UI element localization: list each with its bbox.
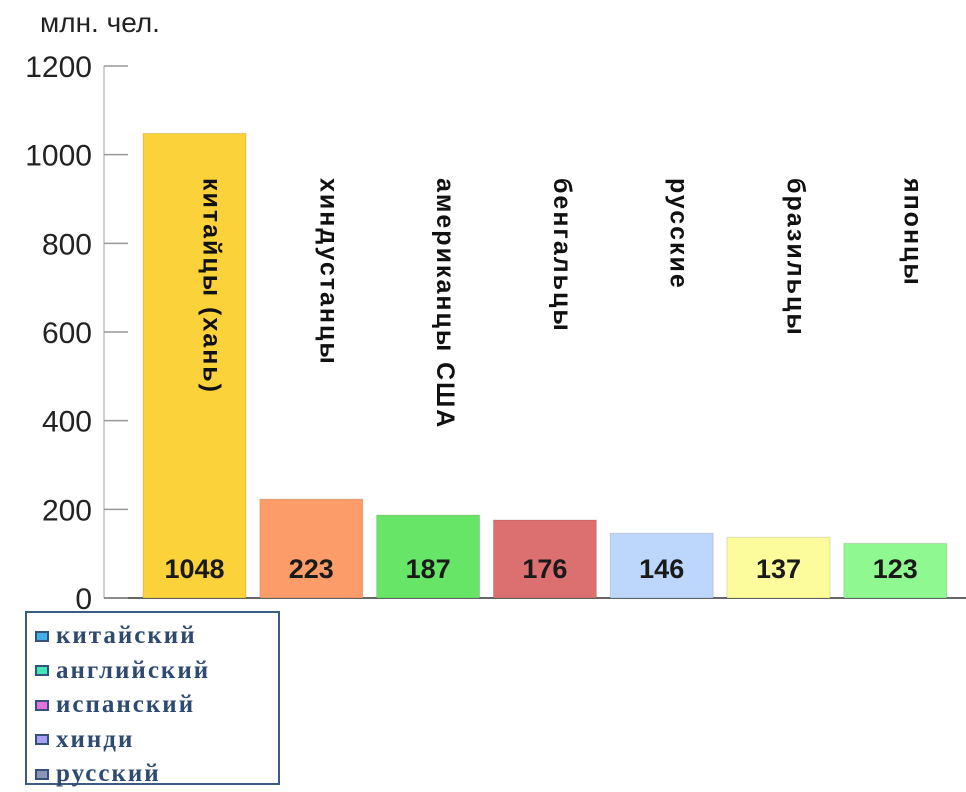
legend: китайский английский испанский хинди русский	[25, 611, 280, 787]
bar-value-label: 176	[522, 554, 567, 584]
y-axis-ticks: 0 200 400 600 800 1000 1200	[25, 51, 128, 616]
bar-value-label: 187	[406, 554, 451, 584]
bar	[609, 532, 714, 599]
y-tick-label: 200	[42, 494, 92, 527]
bar	[726, 536, 831, 599]
bar-value-label: 1048	[164, 554, 224, 584]
bar	[259, 498, 364, 599]
legend-swatch	[35, 699, 49, 711]
y-tick-label: 400	[42, 406, 92, 439]
legend-label: английский	[56, 656, 211, 684]
category-label: китайцы (хань)	[198, 178, 226, 394]
legend-item: русский	[27, 757, 278, 792]
y-tick-label: 600	[42, 317, 92, 350]
legend-swatch	[35, 734, 49, 746]
legend-label: китайский	[56, 622, 197, 650]
y-tick-label: 800	[42, 228, 92, 261]
bar	[492, 519, 597, 599]
legend-label: хинди	[56, 725, 135, 753]
legend-swatch	[35, 665, 49, 677]
category-label: американцы США	[431, 178, 459, 429]
category-label: японцы	[898, 177, 926, 287]
legend-item: испанский	[27, 688, 278, 723]
y-tick-label: 1200	[25, 51, 92, 84]
bar	[843, 542, 948, 599]
bar-value-label: 146	[639, 554, 684, 584]
y-tick-label: 0	[75, 583, 92, 616]
y-axis-label: млн. чел.	[40, 7, 160, 38]
legend-swatch	[35, 630, 49, 642]
legend-label: испанский	[56, 691, 196, 719]
bar	[376, 514, 481, 599]
bar-value-label: 137	[756, 554, 801, 584]
bars-group: 1048 китайцы (хань) 223 хиндустанцы 187 амери…	[142, 132, 948, 599]
category-label: хиндустанцы	[314, 178, 342, 366]
legend-label: русский	[56, 760, 161, 788]
bar-value-label: 123	[873, 554, 918, 584]
legend-swatch	[35, 768, 49, 780]
legend-item: китайский	[27, 619, 278, 654]
y-tick-label: 1000	[25, 140, 92, 173]
legend-item: английский	[27, 654, 278, 689]
bar-value-label: 223	[289, 554, 334, 584]
bar	[142, 132, 247, 599]
category-label: бразильцы	[782, 178, 810, 337]
legend-item: хинди	[27, 723, 278, 758]
category-label: русские	[665, 178, 693, 290]
category-label: бенгальцы	[548, 178, 576, 333]
